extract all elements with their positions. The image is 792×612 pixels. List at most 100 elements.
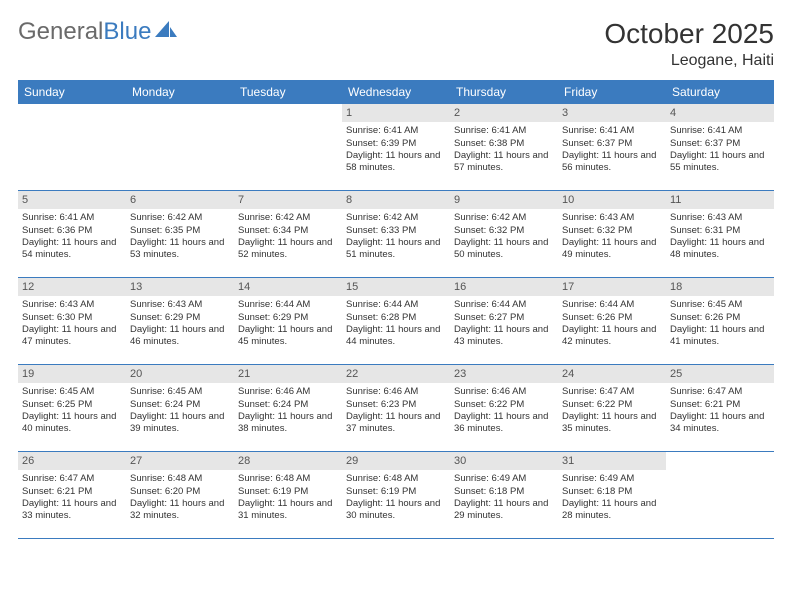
sunset-line: Sunset: 6:20 PM <box>130 486 230 498</box>
day-cell: 2Sunrise: 6:41 AMSunset: 6:38 PMDaylight… <box>450 104 558 190</box>
sunset-line: Sunset: 6:24 PM <box>238 399 338 411</box>
day-number: 6 <box>126 191 234 209</box>
day-cell: 13Sunrise: 6:43 AMSunset: 6:29 PMDayligh… <box>126 278 234 364</box>
daylight-line: Daylight: 11 hours and 31 minutes. <box>238 498 338 523</box>
weeks-container: 1Sunrise: 6:41 AMSunset: 6:39 PMDaylight… <box>18 104 774 539</box>
day-cell: 7Sunrise: 6:42 AMSunset: 6:34 PMDaylight… <box>234 191 342 277</box>
sunset-line: Sunset: 6:21 PM <box>670 399 770 411</box>
sunrise-line: Sunrise: 6:47 AM <box>562 386 662 398</box>
daylight-line: Daylight: 11 hours and 46 minutes. <box>130 324 230 349</box>
daylight-line: Daylight: 11 hours and 42 minutes. <box>562 324 662 349</box>
sunrise-line: Sunrise: 6:41 AM <box>22 212 122 224</box>
day-cell: 24Sunrise: 6:47 AMSunset: 6:22 PMDayligh… <box>558 365 666 451</box>
day-cell: 6 Sunrise: 6:42 AMSunset: 6:35 PMDaylight… <box>126 191 234 277</box>
day-number: 8 <box>342 191 450 209</box>
sunset-line: Sunset: 6:19 PM <box>238 486 338 498</box>
sunrise-line: Sunrise: 6:48 AM <box>130 473 230 485</box>
sunrise-line: Sunrise: 6:48 AM <box>346 473 446 485</box>
daylight-line: Daylight: 11 hours and 41 minutes. <box>670 324 770 349</box>
sunrise-line: Sunrise: 6:43 AM <box>22 299 122 311</box>
sunset-line: Sunset: 6:35 PM <box>130 225 230 237</box>
sunset-line: Sunset: 6:27 PM <box>454 312 554 324</box>
day-cell: 4Sunrise: 6:41 AMSunset: 6:37 PMDaylight… <box>666 104 774 190</box>
logo-text-gray: General <box>18 18 103 46</box>
daylight-line: Daylight: 11 hours and 28 minutes. <box>562 498 662 523</box>
week-row: 19Sunrise: 6:45 AMSunset: 6:25 PMDayligh… <box>18 365 774 452</box>
day-number: 21 <box>234 365 342 383</box>
sunrise-line: Sunrise: 6:44 AM <box>454 299 554 311</box>
day-cell: 1Sunrise: 6:41 AMSunset: 6:39 PMDaylight… <box>342 104 450 190</box>
day-cell: 19Sunrise: 6:45 AMSunset: 6:25 PMDayligh… <box>18 365 126 451</box>
sunrise-line: Sunrise: 6:46 AM <box>238 386 338 398</box>
day-number: 19 <box>18 365 126 383</box>
daylight-line: Daylight: 11 hours and 48 minutes. <box>670 237 770 262</box>
weekday-wednesday: Wednesday <box>342 80 450 104</box>
sunrise-line: Sunrise: 6:48 AM <box>238 473 338 485</box>
logo: GeneralBlue <box>18 18 177 46</box>
weekday-monday: Monday <box>126 80 234 104</box>
sunrise-line: Sunrise: 6:44 AM <box>346 299 446 311</box>
daylight-line: Daylight: 11 hours and 35 minutes. <box>562 411 662 436</box>
day-cell: 27Sunrise: 6:48 AMSunset: 6:20 PMDayligh… <box>126 452 234 538</box>
sunset-line: Sunset: 6:24 PM <box>130 399 230 411</box>
sunrise-line: Sunrise: 6:41 AM <box>454 125 554 137</box>
weekday-header-row: Sunday Monday Tuesday Wednesday Thursday… <box>18 80 774 104</box>
day-cell: 9Sunrise: 6:42 AMSunset: 6:32 PMDaylight… <box>450 191 558 277</box>
week-row: 12Sunrise: 6:43 AMSunset: 6:30 PMDayligh… <box>18 278 774 365</box>
sunset-line: Sunset: 6:22 PM <box>454 399 554 411</box>
sunrise-line: Sunrise: 6:43 AM <box>670 212 770 224</box>
day-cell: 5Sunrise: 6:41 AMSunset: 6:36 PMDaylight… <box>18 191 126 277</box>
sunset-line: Sunset: 6:37 PM <box>670 138 770 150</box>
sunset-line: Sunset: 6:19 PM <box>346 486 446 498</box>
daylight-line: Daylight: 11 hours and 32 minutes. <box>130 498 230 523</box>
calendar-page: GeneralBlue October 2025 Leogane, Haiti … <box>0 0 792 549</box>
week-row: 26Sunrise: 6:47 AMSunset: 6:21 PMDayligh… <box>18 452 774 539</box>
day-number: 16 <box>450 278 558 296</box>
day-cell: 23Sunrise: 6:46 AMSunset: 6:22 PMDayligh… <box>450 365 558 451</box>
day-cell: 18Sunrise: 6:45 AMSunset: 6:26 PMDayligh… <box>666 278 774 364</box>
day-number: 23 <box>450 365 558 383</box>
sunset-line: Sunset: 6:29 PM <box>130 312 230 324</box>
day-number: 31 <box>558 452 666 470</box>
weekday-thursday: Thursday <box>450 80 558 104</box>
daylight-line: Daylight: 11 hours and 54 minutes. <box>22 237 122 262</box>
sunrise-line: Sunrise: 6:41 AM <box>562 125 662 137</box>
daylight-line: Daylight: 11 hours and 53 minutes. <box>130 237 230 262</box>
day-number: 5 <box>18 191 126 209</box>
sunrise-line: Sunrise: 6:42 AM <box>130 212 230 224</box>
daylight-line: Daylight: 11 hours and 44 minutes. <box>346 324 446 349</box>
day-cell-empty <box>18 104 126 190</box>
sunrise-line: Sunrise: 6:49 AM <box>454 473 554 485</box>
sunrise-line: Sunrise: 6:43 AM <box>130 299 230 311</box>
day-cell: 17Sunrise: 6:44 AMSunset: 6:26 PMDayligh… <box>558 278 666 364</box>
sunset-line: Sunset: 6:29 PM <box>238 312 338 324</box>
sunrise-line: Sunrise: 6:44 AM <box>562 299 662 311</box>
day-number: 9 <box>450 191 558 209</box>
daylight-line: Daylight: 11 hours and 52 minutes. <box>238 237 338 262</box>
daylight-line: Daylight: 11 hours and 50 minutes. <box>454 237 554 262</box>
day-cell: 25Sunrise: 6:47 AMSunset: 6:21 PMDayligh… <box>666 365 774 451</box>
week-row: 5Sunrise: 6:41 AMSunset: 6:36 PMDaylight… <box>18 191 774 278</box>
day-number: 12 <box>18 278 126 296</box>
daylight-line: Daylight: 11 hours and 47 minutes. <box>22 324 122 349</box>
sunset-line: Sunset: 6:38 PM <box>454 138 554 150</box>
daylight-line: Daylight: 11 hours and 38 minutes. <box>238 411 338 436</box>
sunset-line: Sunset: 6:34 PM <box>238 225 338 237</box>
sunset-line: Sunset: 6:21 PM <box>22 486 122 498</box>
day-number: 10 <box>558 191 666 209</box>
day-number: 26 <box>18 452 126 470</box>
sunrise-line: Sunrise: 6:47 AM <box>670 386 770 398</box>
sunset-line: Sunset: 6:28 PM <box>346 312 446 324</box>
day-cell: 15Sunrise: 6:44 AMSunset: 6:28 PMDayligh… <box>342 278 450 364</box>
sunrise-line: Sunrise: 6:42 AM <box>346 212 446 224</box>
sunrise-line: Sunrise: 6:42 AM <box>454 212 554 224</box>
weekday-saturday: Saturday <box>666 80 774 104</box>
day-cell: 22Sunrise: 6:46 AMSunset: 6:23 PMDayligh… <box>342 365 450 451</box>
location-label: Leogane, Haiti <box>604 52 774 70</box>
weekday-friday: Friday <box>558 80 666 104</box>
daylight-line: Daylight: 11 hours and 39 minutes. <box>130 411 230 436</box>
day-number: 29 <box>342 452 450 470</box>
daylight-line: Daylight: 11 hours and 58 minutes. <box>346 150 446 175</box>
day-cell: 10Sunrise: 6:43 AMSunset: 6:32 PMDayligh… <box>558 191 666 277</box>
sunset-line: Sunset: 6:18 PM <box>562 486 662 498</box>
